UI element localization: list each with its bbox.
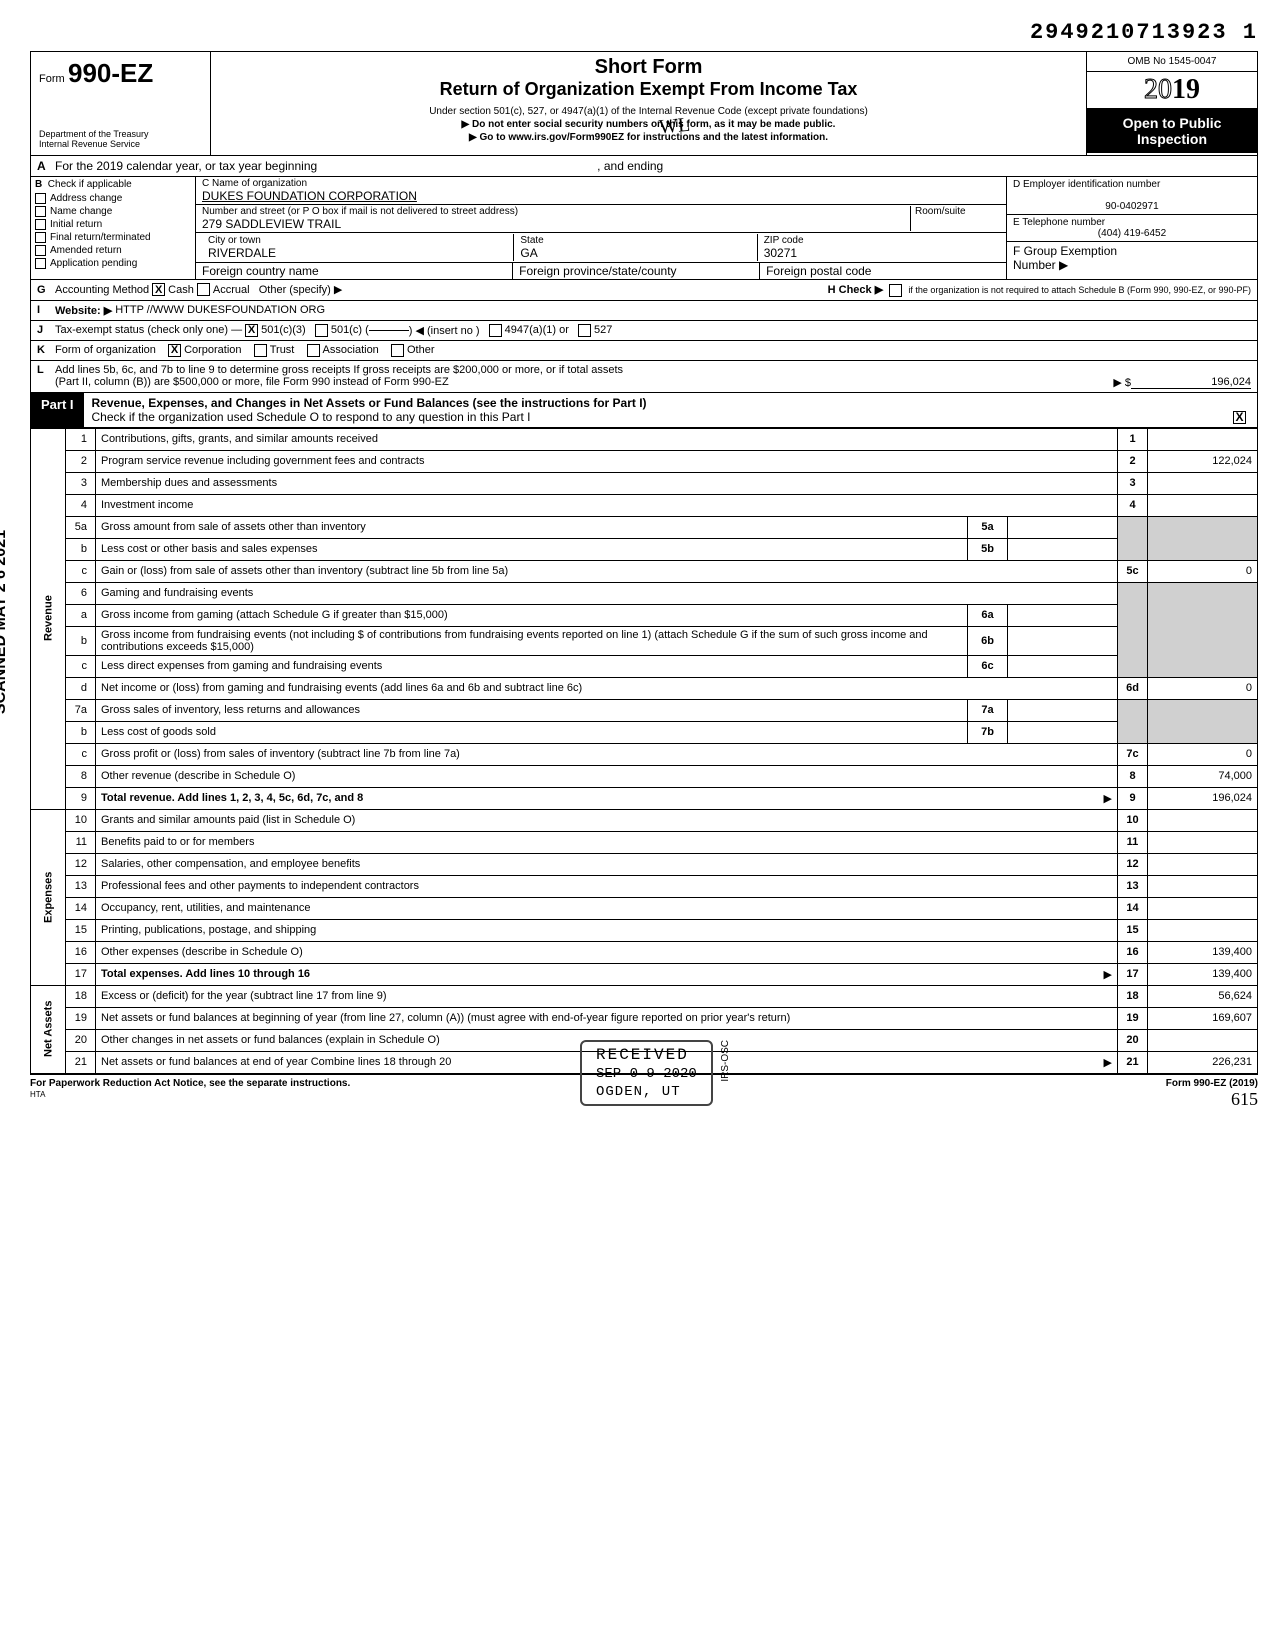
ein: 90-0402971 bbox=[1013, 201, 1251, 212]
chk-trust[interactable] bbox=[254, 344, 267, 357]
other-expenses: 139,400 bbox=[1148, 941, 1258, 963]
chk-amended-return[interactable]: Amended return bbox=[31, 244, 195, 257]
chk-accrual[interactable] bbox=[197, 283, 210, 296]
omb-number: OMB No 1545-0047 bbox=[1087, 52, 1257, 72]
chk-sched-b[interactable] bbox=[889, 284, 902, 297]
tax-year: 2019 bbox=[1087, 72, 1257, 109]
dept-irs: Internal Revenue Service bbox=[39, 139, 202, 149]
line-j: J Tax-exempt status (check only one) — X… bbox=[30, 321, 1258, 341]
gross-receipts: 196,024 bbox=[1131, 376, 1251, 389]
line-i: I Website: ▶ HTTP //WWW DUKESFOUNDATION … bbox=[30, 301, 1258, 321]
footer: For Paperwork Reduction Act Notice, see … bbox=[30, 1074, 1258, 1110]
state: GA bbox=[520, 246, 537, 260]
website: HTTP //WWW DUKESFOUNDATION ORG bbox=[115, 304, 325, 316]
org-name: DUKES FOUNDATION CORPORATION bbox=[202, 189, 417, 203]
total-revenue: 196,024 bbox=[1148, 787, 1258, 809]
expenses-label: Expenses bbox=[31, 809, 66, 985]
scanned-stamp: SCANNED MAY 2 6 2021 bbox=[0, 530, 10, 714]
chk-4947[interactable] bbox=[489, 324, 502, 337]
form-label: Form bbox=[39, 73, 65, 85]
block-bcd: B Check if applicable Address change Nam… bbox=[30, 177, 1258, 280]
chk-association[interactable] bbox=[307, 344, 320, 357]
header-sub3: ▶ Go to www.irs.gov/Form990EZ for instru… bbox=[219, 132, 1078, 143]
header-sub2: ▶ Do not enter social security numbers o… bbox=[219, 119, 1078, 130]
zip: 30271 bbox=[764, 246, 797, 260]
excess-deficit: 56,624 bbox=[1148, 985, 1258, 1007]
chk-initial-return[interactable]: Initial return bbox=[31, 218, 195, 231]
chk-address-change[interactable]: Address change bbox=[31, 192, 195, 205]
ending-assets: 226,231 bbox=[1148, 1051, 1258, 1073]
open-public: Open to PublicInspection bbox=[1087, 109, 1257, 153]
line-l: L Add lines 5b, 6c, and 7b to line 9 to … bbox=[30, 361, 1258, 393]
line-g: G Accounting Method XCash Accrual Other … bbox=[30, 280, 1258, 301]
other-revenue: 74,000 bbox=[1148, 765, 1258, 787]
dln-number: 29492107139⁠23 1 bbox=[30, 20, 1258, 45]
total-expenses: 139,400 bbox=[1148, 963, 1258, 985]
chk-final-return[interactable]: Final return/terminated bbox=[31, 231, 195, 244]
chk-name-change[interactable]: Name change bbox=[31, 205, 195, 218]
chk-application-pending[interactable]: Application pending bbox=[31, 257, 195, 270]
chk-other-org[interactable] bbox=[391, 344, 404, 357]
short-form-title: Short Form bbox=[219, 56, 1078, 79]
chk-schedule-o[interactable]: X bbox=[1233, 411, 1246, 424]
chk-cash[interactable]: X bbox=[152, 283, 165, 296]
line-k: K Form of organization XCorporation Trus… bbox=[30, 341, 1258, 361]
handwritten-number: 615 bbox=[1231, 1089, 1258, 1109]
program-revenue: 122,024 bbox=[1148, 450, 1258, 472]
city: RIVERDALE bbox=[208, 246, 276, 260]
form-header: Form 990-EZ Department of the Treasury I… bbox=[30, 51, 1258, 156]
telephone: (404) 419-6452 bbox=[1013, 228, 1251, 239]
revenue-table: Revenue 1Contributions, gifts, grants, a… bbox=[30, 428, 1258, 1074]
chk-527[interactable] bbox=[578, 324, 591, 337]
chk-501c[interactable] bbox=[315, 324, 328, 337]
header-sub1: Under section 501(c), 527, or 4947(a)(1)… bbox=[219, 106, 1078, 117]
line-a: A For the 2019 calendar year, or tax yea… bbox=[30, 156, 1258, 177]
signature-mark: WL bbox=[658, 114, 691, 140]
street-address: 279 SADDLEVIEW TRAIL bbox=[202, 217, 341, 231]
netassets-label: Net Assets bbox=[31, 985, 66, 1073]
form-number: 990-EZ bbox=[68, 58, 153, 88]
revenue-label: Revenue bbox=[31, 428, 66, 809]
dept-treasury: Department of the Treasury bbox=[39, 129, 202, 139]
part1-header: Part I Revenue, Expenses, and Changes in… bbox=[30, 393, 1258, 428]
chk-corporation[interactable]: X bbox=[168, 344, 181, 357]
chk-501c3[interactable]: X bbox=[245, 324, 258, 337]
return-title: Return of Organization Exempt From Incom… bbox=[219, 79, 1078, 100]
beginning-assets: 169,607 bbox=[1148, 1007, 1258, 1029]
